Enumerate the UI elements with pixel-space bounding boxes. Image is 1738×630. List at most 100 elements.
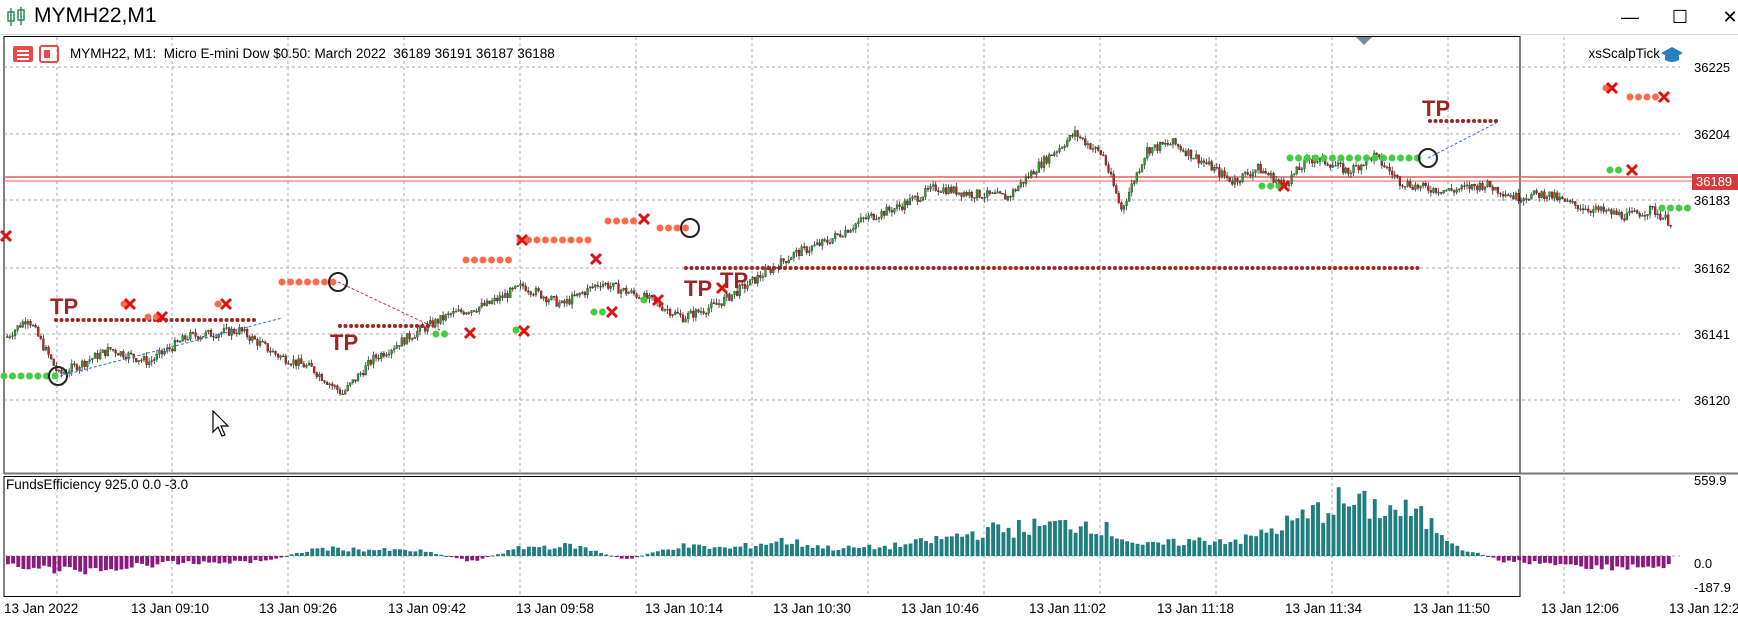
- candle-body: [1331, 165, 1334, 168]
- candle-body: [1298, 166, 1301, 170]
- take-profit-line: [1047, 266, 1051, 270]
- take-profit-line: [711, 266, 716, 270]
- buy-stop-dots: [0, 372, 8, 380]
- indicator-bar: [1197, 537, 1202, 556]
- take-profit-line: [739, 266, 743, 270]
- candle-body: [346, 385, 349, 391]
- indicator-bar: [604, 554, 609, 556]
- candle-body: [1138, 171, 1141, 173]
- close-button[interactable]: ✕: [1722, 7, 1738, 27]
- chart-menu-icons[interactable]: [12, 44, 62, 64]
- candle-body: [344, 390, 347, 395]
- indicator-bar: [955, 533, 959, 556]
- candle-body: [1084, 138, 1087, 146]
- minimize-button[interactable]: —: [1621, 7, 1639, 27]
- candle-body: [1316, 161, 1319, 163]
- indicator-bar: [356, 549, 361, 556]
- indicator-bar: [1140, 544, 1145, 556]
- candle-body: [93, 352, 97, 359]
- candle-body: [1171, 138, 1175, 145]
- candle-body: [248, 336, 251, 341]
- indicator-bar: [743, 542, 748, 556]
- candle-body: [1514, 192, 1518, 200]
- candle-body: [1468, 184, 1471, 190]
- chart-shift-marker-icon[interactable]: [1356, 37, 1372, 47]
- candle-body: [1496, 187, 1500, 194]
- close-cross-icon: [1625, 163, 1639, 177]
- indicator-bar: [289, 554, 294, 556]
- candle-body: [697, 309, 700, 313]
- candle-body: [284, 355, 287, 364]
- candle-body: [478, 306, 481, 312]
- trade-connector-line: [59, 317, 283, 377]
- buy-stop-dots: [1354, 154, 1362, 162]
- candle-body: [836, 233, 839, 235]
- take-profit-line: [1294, 266, 1299, 270]
- indicator-bar: [578, 545, 583, 556]
- indicator-bar: [104, 556, 108, 571]
- candle-body: [738, 284, 741, 296]
- indicator-bar: [1568, 556, 1573, 565]
- take-profit-line: [415, 324, 419, 328]
- price-chart[interactable]: TP TP TP TP TP: [0, 36, 1738, 630]
- candle-body: [1081, 137, 1084, 139]
- indicator-bar: [1016, 519, 1021, 556]
- take-profit-line: [131, 318, 135, 322]
- candle-body: [377, 357, 380, 360]
- take-profit-line: [1333, 266, 1337, 270]
- candle-body: [568, 299, 571, 305]
- indicator-bar: [377, 549, 382, 556]
- indicator-bar: [779, 537, 784, 556]
- sell-stop-dots: [144, 313, 152, 321]
- indicator-bar: [1625, 556, 1630, 570]
- take-profit-line: [975, 266, 980, 270]
- indicator-bar: [1243, 534, 1248, 556]
- indicator-bar: [274, 556, 279, 559]
- take-profit-line: [420, 324, 425, 328]
- indicator-bar: [1372, 499, 1377, 556]
- take-profit-line: [783, 266, 787, 270]
- candle-body: [439, 315, 442, 324]
- candle-body: [276, 354, 280, 358]
- indicator-bar: [1558, 556, 1563, 564]
- graduation-cap-icon[interactable]: [1660, 45, 1684, 65]
- candle-body: [485, 300, 489, 306]
- candle-body: [547, 299, 550, 303]
- indicator-bar: [645, 553, 650, 556]
- time-axis-label: 13 Jan 12:06: [1541, 601, 1620, 616]
- candle-body: [1357, 165, 1360, 171]
- indicator-bar: [573, 548, 578, 556]
- candle-body: [1140, 164, 1144, 172]
- candle-body: [1545, 196, 1549, 199]
- take-profit-line: [1322, 266, 1326, 270]
- indicator-bar: [129, 556, 134, 568]
- candle-body: [1445, 190, 1448, 192]
- candle-body: [498, 295, 501, 301]
- indicator-bar: [1615, 556, 1620, 567]
- indicator-bar: [31, 556, 36, 568]
- indicator-bar: [516, 546, 521, 556]
- candle-body: [973, 197, 976, 199]
- indicator-bar: [790, 543, 794, 556]
- candle-body: [890, 210, 893, 213]
- indicator-bar: [305, 551, 310, 556]
- indicator-bar: [1192, 540, 1197, 556]
- candle-body: [815, 242, 819, 245]
- take-profit-line: [1080, 266, 1084, 270]
- indicator-bar: [764, 544, 769, 556]
- candle-body: [537, 288, 540, 292]
- indicator-bar: [826, 545, 830, 556]
- candle-body: [295, 359, 298, 366]
- candle-body: [839, 234, 842, 237]
- candle-body: [1540, 191, 1543, 198]
- candle-body: [906, 200, 909, 206]
- candle-body: [140, 359, 143, 362]
- indicator-bar: [1543, 556, 1547, 563]
- maximize-button[interactable]: ☐: [1671, 7, 1689, 27]
- take-profit-line: [180, 318, 185, 322]
- candle-body: [109, 347, 112, 350]
- indicator-bar: [1207, 544, 1212, 556]
- indicator-bar: [805, 545, 810, 556]
- indicator-bar: [6, 556, 10, 565]
- sell-stop-dots: [329, 278, 337, 286]
